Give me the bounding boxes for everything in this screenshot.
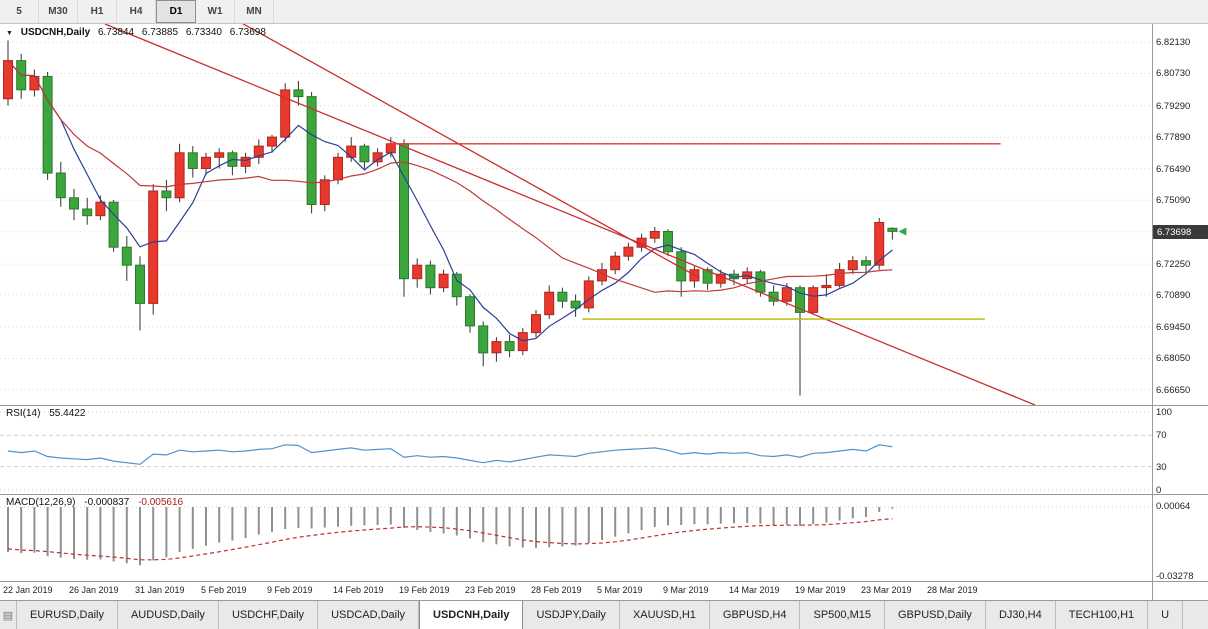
- rsi-indicator-panel[interactable]: [0, 406, 1152, 494]
- chart-tab-eurusd-daily[interactable]: EURUSD,Daily: [17, 601, 118, 629]
- timeframe-toolbar: 5 M30 H1 H4 D1 W1 MN: [0, 0, 1208, 24]
- date-axis-label: 23 Mar 2019: [861, 585, 912, 595]
- date-axis-label: 23 Feb 2019: [465, 585, 516, 595]
- price-axis-label: 6.76490: [1156, 164, 1191, 175]
- date-axis-label: 19 Feb 2019: [399, 585, 450, 595]
- chart-tab-usdcnh-daily[interactable]: USDCNH,Daily: [419, 601, 524, 629]
- timeframe-button-5[interactable]: 5: [0, 0, 39, 23]
- macd-axis-label: -0.03278: [1156, 571, 1194, 582]
- date-axis-label: 31 Jan 2019: [135, 585, 185, 595]
- chart-header: ▼ USDCNH,Daily 6.73844 6.73885 6.73340 6…: [6, 27, 271, 38]
- date-axis-label: 22 Jan 2019: [3, 585, 53, 595]
- price-axis-label: 6.70890: [1156, 290, 1191, 301]
- chart-tab-xauusd-h1[interactable]: XAUUSD,H1: [619, 601, 710, 629]
- timeframe-button-w1[interactable]: W1: [196, 0, 235, 23]
- date-axis-label: 26 Jan 2019: [69, 585, 119, 595]
- macd-label: MACD(12,26,9) -0.000837 -0.005616: [6, 497, 189, 508]
- rsi-line: [7, 444, 893, 465]
- chart-tab-bar: ▤ EURUSD,Daily AUDUSD,Daily USDCHF,Daily US…: [0, 600, 1208, 629]
- rsi-name: RSI(14): [6, 408, 41, 419]
- rsi-label: RSI(14) 55.4422: [6, 408, 91, 419]
- timeframe-button-mn[interactable]: MN: [235, 0, 274, 23]
- date-axis-label: 28 Feb 2019: [531, 585, 582, 595]
- rsi-value: 55.4422: [49, 408, 86, 419]
- macd-indicator-panel[interactable]: [0, 495, 1152, 581]
- price-axis-label: 6.82130: [1156, 37, 1191, 48]
- price-axis-label: 6.68050: [1156, 353, 1191, 364]
- price-axis-label: 6.80730: [1156, 68, 1191, 79]
- macd-signal-line: [7, 518, 893, 561]
- current-price-badge: 6.73698: [1153, 225, 1208, 239]
- price-axis-label: 6.72250: [1156, 259, 1191, 270]
- chart-tab-audusd-daily[interactable]: AUDUSD,Daily: [117, 601, 219, 629]
- chart-tab-usdchf-daily[interactable]: USDCHF,Daily: [218, 601, 319, 629]
- date-axis-label: 5 Feb 2019: [201, 585, 247, 595]
- price-axis-label: 6.79290: [1156, 101, 1191, 112]
- macd-axis-label: 0.00064: [1156, 501, 1191, 512]
- price-gridlines: [0, 41, 1152, 391]
- macd-main-value: -0.000837: [84, 497, 130, 508]
- rsi-axis-label: 100: [1156, 407, 1172, 418]
- chart-tab-dj30-h4[interactable]: DJ30,H4: [985, 601, 1056, 629]
- rsi-axis-label: 70: [1156, 430, 1167, 441]
- chart-tab-usdcad-daily[interactable]: USDCAD,Daily: [318, 601, 420, 629]
- timeframe-button-h1[interactable]: H1: [78, 0, 117, 23]
- trendlines: [104, 24, 1036, 405]
- rsi-axis-label: 30: [1156, 462, 1167, 473]
- chart-tab-u[interactable]: U: [1148, 601, 1184, 629]
- chart-title: USDCNH,Daily: [20, 27, 91, 38]
- chart-tab-sp500-m15[interactable]: SP500,M15: [800, 601, 885, 629]
- ohlc-close: 6.73698: [229, 27, 266, 38]
- chart-tab-tech100-h1[interactable]: TECH100,H1: [1055, 601, 1149, 629]
- rsi-axis-label: 0: [1156, 485, 1162, 496]
- date-axis-label: 9 Feb 2019: [267, 585, 313, 595]
- rsi-gridlines: [0, 411, 1152, 491]
- horizontal-lines: [388, 143, 1001, 320]
- ma-fast-line: [7, 60, 893, 342]
- chart-tab-gbpusd-daily[interactable]: GBPUSD,Daily: [884, 601, 986, 629]
- date-axis-label: 14 Feb 2019: [333, 585, 384, 595]
- macd-chart: [0, 506, 1152, 566]
- ohlc-open: 6.73844: [97, 27, 135, 38]
- price-axis-label: 6.75090: [1156, 195, 1191, 206]
- timeframe-button-m30[interactable]: M30: [39, 0, 78, 23]
- price-axis-label: 6.77890: [1156, 132, 1191, 143]
- date-axis-label: 28 Mar 2019: [927, 585, 978, 595]
- panel-separator: [0, 581, 1208, 582]
- price-axis-label: 6.69450: [1156, 322, 1191, 333]
- timeframe-button-h4[interactable]: H4: [117, 0, 156, 23]
- last-price-marker: [898, 227, 907, 236]
- price-axis-label: 6.66650: [1156, 385, 1191, 396]
- ohlc-high: 6.73885: [141, 27, 179, 38]
- ma-slow-line: [7, 60, 893, 293]
- panel-separator[interactable]: [0, 494, 1208, 495]
- symbol-dropdown-icon[interactable]: ▼: [6, 30, 13, 37]
- macd-name: MACD(12,26,9): [6, 497, 76, 508]
- date-axis-label: 5 Mar 2019: [597, 585, 643, 595]
- timeframe-button-d1[interactable]: D1: [156, 0, 196, 23]
- panel-separator[interactable]: [0, 405, 1208, 406]
- macd-signal-value: -0.005616: [138, 497, 184, 508]
- date-axis-label: 14 Mar 2019: [729, 585, 780, 595]
- main-chart-panel[interactable]: [0, 24, 1152, 405]
- chart-tab-gbpusd-h4[interactable]: GBPUSD,H4: [709, 601, 801, 629]
- macd-histogram: [7, 507, 894, 566]
- tab-list-icon[interactable]: ▤: [0, 601, 17, 629]
- chart-tab-usdjpy-daily[interactable]: USDJPY,Daily: [523, 601, 620, 629]
- rsi-chart: [0, 411, 1152, 491]
- price-axis-border: [1152, 24, 1153, 600]
- date-axis-label: 9 Mar 2019: [663, 585, 709, 595]
- date-axis-label: 19 Mar 2019: [795, 585, 846, 595]
- candlestick-chart: [0, 24, 1152, 405]
- ohlc-low: 6.73340: [185, 27, 222, 38]
- candles: [3, 40, 898, 396]
